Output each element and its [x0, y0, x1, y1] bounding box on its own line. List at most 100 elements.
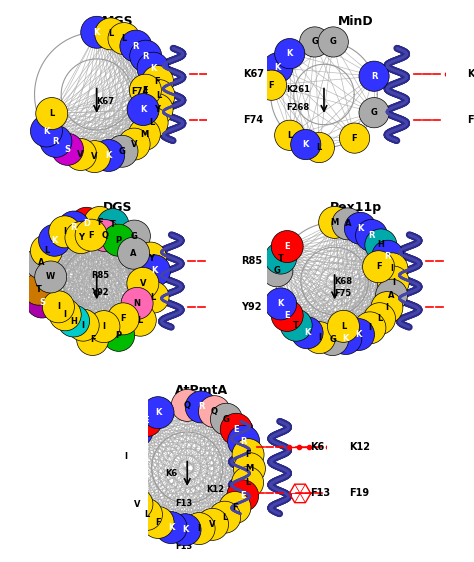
Circle shape	[26, 286, 58, 318]
Text: Pex11p: Pex11p	[330, 201, 382, 214]
Text: K67: K67	[97, 97, 115, 106]
Circle shape	[130, 498, 163, 531]
Circle shape	[343, 319, 374, 351]
Text: V: V	[77, 150, 84, 159]
Circle shape	[359, 98, 389, 128]
Circle shape	[64, 138, 97, 170]
Text: K: K	[356, 330, 362, 339]
Text: E: E	[144, 416, 149, 425]
Text: Y: Y	[154, 105, 160, 114]
Circle shape	[364, 303, 395, 335]
Circle shape	[271, 230, 303, 262]
Text: Q: Q	[101, 231, 108, 240]
Text: K: K	[51, 236, 58, 245]
Text: Y: Y	[148, 253, 154, 262]
Text: N: N	[134, 299, 141, 308]
Text: L: L	[341, 322, 346, 331]
Text: R: R	[240, 437, 247, 446]
Circle shape	[339, 123, 370, 153]
Circle shape	[121, 488, 153, 520]
Text: K261: K261	[467, 69, 474, 79]
Text: G: G	[330, 38, 337, 47]
Text: L: L	[377, 314, 382, 323]
Circle shape	[106, 135, 138, 167]
Circle shape	[141, 93, 173, 125]
Circle shape	[43, 291, 74, 323]
Text: T: T	[293, 321, 299, 330]
Text: E: E	[284, 311, 290, 320]
Text: H: H	[377, 241, 384, 250]
Circle shape	[332, 208, 364, 240]
Circle shape	[108, 22, 140, 55]
Circle shape	[121, 415, 153, 447]
Circle shape	[67, 309, 99, 341]
Circle shape	[142, 506, 174, 538]
Circle shape	[137, 281, 169, 313]
Circle shape	[185, 391, 217, 423]
Circle shape	[375, 279, 408, 311]
Text: I: I	[392, 278, 395, 287]
Text: Q: Q	[184, 401, 191, 410]
Text: G: G	[273, 266, 280, 275]
Text: L: L	[44, 246, 49, 255]
Circle shape	[354, 312, 386, 344]
Circle shape	[197, 509, 228, 540]
Circle shape	[107, 303, 139, 335]
Circle shape	[58, 211, 90, 243]
Text: F13: F13	[310, 488, 330, 498]
Circle shape	[356, 219, 388, 251]
Text: V: V	[210, 520, 216, 529]
Circle shape	[319, 206, 351, 238]
Text: Y: Y	[78, 233, 84, 242]
Circle shape	[49, 216, 81, 248]
Text: K: K	[357, 224, 364, 233]
Text: F75: F75	[335, 289, 352, 298]
Circle shape	[136, 107, 168, 139]
Circle shape	[171, 389, 203, 422]
Text: DGS: DGS	[103, 201, 133, 214]
Text: K67: K67	[243, 69, 264, 79]
Circle shape	[38, 224, 71, 256]
Circle shape	[36, 98, 68, 129]
Circle shape	[142, 66, 173, 98]
Text: M: M	[140, 130, 148, 139]
Text: E: E	[233, 425, 239, 434]
Text: F: F	[155, 77, 160, 86]
Text: G: G	[311, 38, 318, 47]
Text: S: S	[64, 145, 71, 154]
Text: V: V	[134, 500, 140, 509]
Text: V: V	[140, 279, 146, 288]
Text: L: L	[149, 118, 155, 127]
Text: K: K	[343, 334, 349, 343]
Text: E: E	[127, 487, 133, 496]
Text: T: T	[110, 220, 116, 229]
Circle shape	[88, 311, 120, 343]
Circle shape	[95, 18, 127, 50]
Text: K: K	[134, 427, 140, 436]
Text: A: A	[130, 249, 137, 258]
Circle shape	[127, 93, 159, 125]
Text: E: E	[127, 439, 133, 448]
Text: H: H	[70, 316, 77, 325]
Text: R: R	[198, 402, 204, 411]
Text: MinD: MinD	[338, 15, 374, 28]
Text: F: F	[155, 518, 161, 527]
Circle shape	[263, 53, 293, 83]
Text: L: L	[317, 143, 322, 152]
Circle shape	[183, 513, 215, 545]
Circle shape	[233, 452, 265, 484]
Text: K261: K261	[287, 85, 310, 94]
Circle shape	[121, 287, 153, 319]
Text: P: P	[115, 235, 121, 244]
Circle shape	[77, 324, 109, 356]
Circle shape	[371, 292, 403, 324]
Text: F: F	[90, 335, 95, 344]
Circle shape	[318, 27, 348, 57]
Text: I: I	[198, 524, 201, 533]
Text: D: D	[83, 219, 90, 228]
Circle shape	[210, 403, 242, 435]
Circle shape	[127, 268, 159, 300]
Text: F: F	[352, 134, 357, 143]
Text: L: L	[156, 91, 162, 100]
Circle shape	[232, 466, 264, 498]
